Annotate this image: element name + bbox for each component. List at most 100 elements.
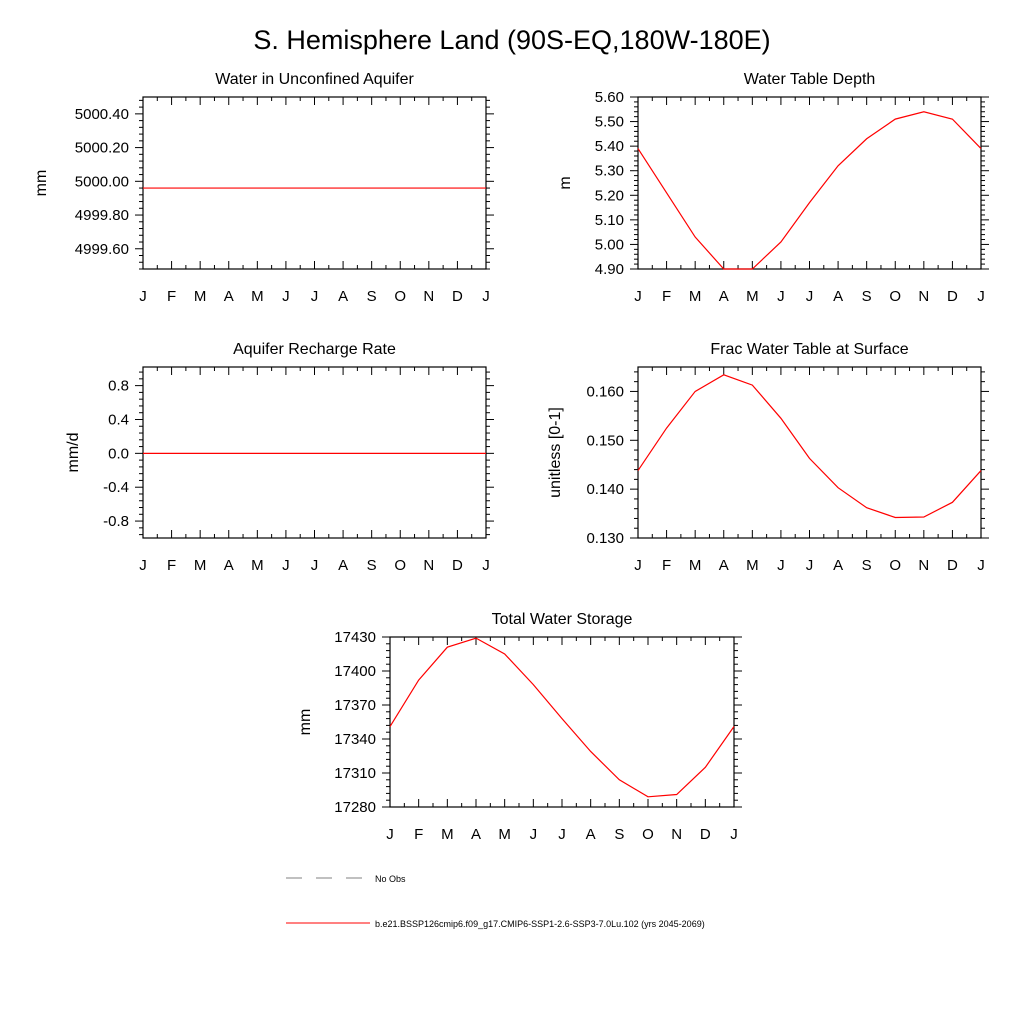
x-tick-label: J bbox=[558, 826, 566, 843]
x-tick-label: J bbox=[977, 557, 985, 574]
x-tick-label: O bbox=[394, 288, 406, 305]
x-tick-label: A bbox=[833, 288, 843, 305]
y-axis-label: m bbox=[557, 176, 574, 189]
y-tick-label: 5.40 bbox=[595, 138, 624, 155]
figure-title: S. Hemisphere Land (90S-EQ,180W-180E) bbox=[253, 25, 770, 55]
x-tick-label: J bbox=[806, 557, 814, 574]
x-tick-label: F bbox=[167, 288, 176, 305]
x-tick-label: O bbox=[642, 826, 654, 843]
panel-title: Water in Unconfined Aquifer bbox=[215, 71, 414, 88]
y-tick-label: 0.160 bbox=[586, 383, 624, 400]
x-tick-label: M bbox=[251, 288, 264, 305]
legend-entry-model: b.e21.BSSP126cmip6.f09_g17.CMIP6-SSP1-2.… bbox=[286, 919, 705, 929]
x-tick-label: A bbox=[719, 288, 729, 305]
x-tick-label: F bbox=[414, 826, 423, 843]
x-tick-label: S bbox=[367, 557, 377, 574]
y-tick-label: 5.30 bbox=[595, 163, 624, 180]
y-tick-label: 0.130 bbox=[586, 530, 624, 547]
x-tick-label: N bbox=[918, 557, 929, 574]
x-tick-label: J bbox=[806, 288, 814, 305]
x-tick-label: J bbox=[311, 557, 319, 574]
x-tick-label: J bbox=[777, 557, 785, 574]
y-tick-label: -0.4 bbox=[103, 479, 129, 496]
x-tick-label: J bbox=[282, 288, 290, 305]
x-tick-label: F bbox=[662, 288, 671, 305]
x-tick-label: D bbox=[700, 826, 711, 843]
y-axis-label: mm/d bbox=[65, 433, 82, 473]
panel-title: Frac Water Table at Surface bbox=[710, 341, 908, 358]
y-tick-label: 17280 bbox=[334, 799, 376, 816]
legend-entry-no-obs: No Obs bbox=[286, 874, 406, 884]
y-axis-label: mm bbox=[33, 170, 50, 197]
x-tick-label: J bbox=[977, 288, 985, 305]
x-tick-label: O bbox=[889, 288, 901, 305]
legend-label-model: b.e21.BSSP126cmip6.f09_g17.CMIP6-SSP1-2.… bbox=[375, 919, 705, 929]
legend: No Obs b.e21.BSSP126cmip6.f09_g17.CMIP6-… bbox=[286, 874, 705, 929]
x-tick-label: M bbox=[689, 557, 702, 574]
y-tick-label: 5.20 bbox=[595, 187, 624, 204]
x-tick-label: M bbox=[194, 288, 207, 305]
y-tick-label: 5.10 bbox=[595, 212, 624, 229]
x-tick-label: D bbox=[452, 288, 463, 305]
y-tick-label: 4999.80 bbox=[75, 207, 129, 224]
y-axis-label: unitless [0-1] bbox=[547, 407, 564, 498]
y-tick-label: 17340 bbox=[334, 731, 376, 748]
x-tick-label: J bbox=[634, 557, 642, 574]
y-tick-label: 0.8 bbox=[108, 378, 129, 395]
y-tick-label: 5000.00 bbox=[75, 173, 129, 190]
plot-frame bbox=[142, 366, 487, 539]
y-tick-label: 17370 bbox=[334, 697, 376, 714]
x-tick-label: A bbox=[338, 288, 348, 305]
y-tick-label: 0.150 bbox=[586, 432, 624, 449]
x-tick-label: M bbox=[746, 557, 759, 574]
plot-frame bbox=[637, 366, 982, 539]
panel-title: Aquifer Recharge Rate bbox=[233, 341, 396, 358]
y-tick-label: 4999.60 bbox=[75, 241, 129, 258]
x-tick-label: M bbox=[746, 288, 759, 305]
x-tick-label: J bbox=[482, 557, 490, 574]
x-tick-label: J bbox=[777, 288, 785, 305]
x-tick-label: N bbox=[671, 826, 682, 843]
panel-title: Water Table Depth bbox=[744, 71, 876, 88]
y-tick-label: 0.0 bbox=[108, 445, 129, 462]
x-tick-label: F bbox=[167, 557, 176, 574]
x-tick-label: O bbox=[394, 557, 406, 574]
x-tick-label: A bbox=[471, 826, 481, 843]
y-axis-label: mm bbox=[297, 709, 314, 736]
x-tick-label: D bbox=[452, 557, 463, 574]
legend-label-no-obs: No Obs bbox=[375, 874, 406, 884]
x-tick-label: S bbox=[614, 826, 624, 843]
x-tick-label: M bbox=[498, 826, 511, 843]
x-tick-label: O bbox=[889, 557, 901, 574]
x-tick-label: J bbox=[482, 288, 490, 305]
x-tick-label: A bbox=[224, 557, 234, 574]
y-tick-label: 5000.40 bbox=[75, 106, 129, 123]
x-tick-label: J bbox=[139, 557, 147, 574]
x-tick-label: J bbox=[282, 557, 290, 574]
panel-title: Total Water Storage bbox=[492, 611, 633, 628]
x-tick-label: J bbox=[311, 288, 319, 305]
x-tick-label: J bbox=[386, 826, 394, 843]
x-tick-label: A bbox=[338, 557, 348, 574]
x-tick-label: N bbox=[423, 288, 434, 305]
x-tick-label: J bbox=[139, 288, 147, 305]
y-tick-label: 0.140 bbox=[586, 481, 624, 498]
y-tick-label: 17430 bbox=[334, 629, 376, 646]
series-line-1 bbox=[637, 374, 982, 519]
x-tick-label: J bbox=[530, 826, 538, 843]
x-tick-label: N bbox=[423, 557, 434, 574]
x-tick-label: F bbox=[662, 557, 671, 574]
y-tick-label: 0.4 bbox=[108, 411, 129, 428]
x-tick-label: A bbox=[586, 826, 596, 843]
x-tick-label: J bbox=[634, 288, 642, 305]
x-tick-label: D bbox=[947, 557, 958, 574]
x-tick-label: M bbox=[689, 288, 702, 305]
y-tick-label: 5.00 bbox=[595, 236, 624, 253]
x-tick-label: A bbox=[833, 557, 843, 574]
x-tick-label: J bbox=[730, 826, 738, 843]
